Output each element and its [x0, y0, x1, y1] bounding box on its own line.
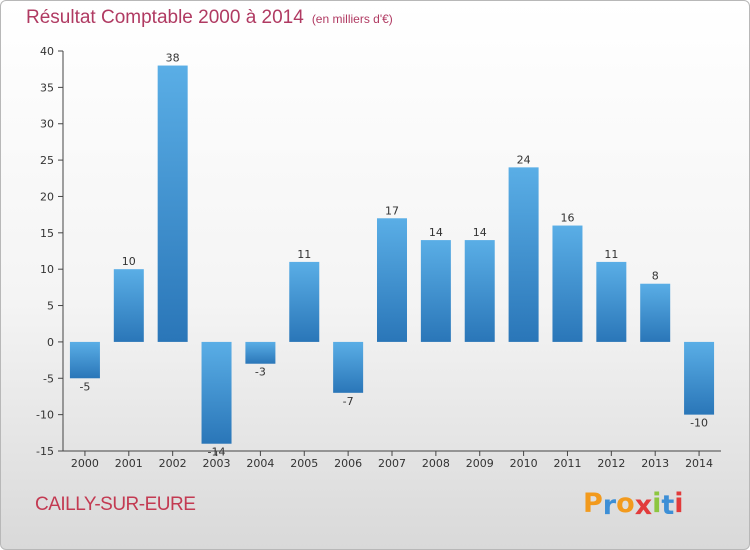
bar	[684, 341, 715, 415]
y-tick-label: 5	[47, 300, 54, 313]
y-tick-label: 20	[40, 190, 54, 203]
x-tick-label: 2008	[422, 457, 450, 470]
location-name: CAILLY-SUR-EURE	[35, 494, 196, 515]
data-label: 24	[517, 153, 531, 166]
chart-subtitle: (en milliers d'€)	[311, 12, 393, 26]
bar	[596, 261, 627, 342]
x-tick-label: 2001	[115, 457, 143, 470]
x-tick-label: 2013	[641, 457, 669, 470]
data-label: -14	[208, 446, 226, 459]
data-label: 11	[297, 248, 311, 261]
bar	[420, 240, 451, 342]
data-label: -5	[79, 380, 90, 393]
chart-title-text: Résultat Comptable 2000 à 2014	[26, 7, 304, 28]
x-tick-label: 2005	[290, 457, 318, 470]
y-tick-label: -10	[36, 409, 54, 422]
x-tick-label: 2004	[246, 457, 274, 470]
x-tick-label: 2010	[510, 457, 538, 470]
y-tick-label: 0	[47, 336, 54, 349]
logo-letter: o	[616, 488, 635, 519]
bar	[464, 240, 495, 342]
x-tick-label: 2003	[203, 457, 231, 470]
data-label: 14	[473, 226, 487, 239]
logo-letter: x	[634, 490, 653, 521]
bar	[333, 341, 364, 393]
bar	[157, 65, 188, 342]
x-tick-label: 2012	[597, 457, 625, 470]
x-tick-label: 2000	[71, 457, 99, 470]
x-tick-label: 2011	[553, 457, 581, 470]
x-tick-label: 2006	[334, 457, 362, 470]
y-tick-label: -15	[36, 445, 54, 458]
bar	[245, 341, 276, 364]
data-label: -7	[343, 395, 354, 408]
y-tick-label: 15	[40, 227, 54, 240]
data-label: 10	[122, 255, 136, 268]
data-label: 11	[604, 248, 618, 261]
data-label: -10	[690, 417, 708, 430]
bar	[69, 341, 100, 379]
y-tick-label: 10	[40, 263, 54, 276]
logo-letter: P	[583, 488, 603, 519]
y-tick-label: 25	[40, 154, 54, 167]
bar	[508, 167, 539, 342]
data-label: 17	[385, 204, 399, 217]
data-label: 8	[652, 270, 659, 283]
y-tick-label: 35	[40, 81, 54, 94]
logo-letter: t	[661, 490, 675, 521]
x-tick-label: 2002	[159, 457, 187, 470]
logo-letter: r	[602, 490, 617, 521]
bar	[377, 218, 407, 342]
y-tick-label: -5	[43, 372, 54, 385]
logo-letter: i	[652, 488, 662, 519]
bar	[640, 283, 671, 342]
bar	[289, 261, 320, 342]
data-label: -3	[255, 366, 266, 379]
data-label: 14	[429, 226, 443, 239]
bar	[113, 269, 144, 342]
bar	[552, 225, 583, 342]
y-tick-label: 30	[40, 118, 54, 131]
chart-title: Résultat Comptable 2000 à 2014 (en millie…	[26, 7, 393, 29]
data-label: 38	[166, 52, 180, 65]
logo-letter: i	[674, 488, 684, 519]
data-label: 16	[560, 212, 574, 225]
x-tick-label: 2007	[378, 457, 406, 470]
proxiti-logo: Proxiti	[583, 488, 684, 521]
x-tick-label: 2009	[466, 457, 494, 470]
bar	[201, 341, 232, 444]
x-tick-label: 2014	[685, 457, 713, 470]
y-tick-label: 40	[40, 45, 54, 58]
